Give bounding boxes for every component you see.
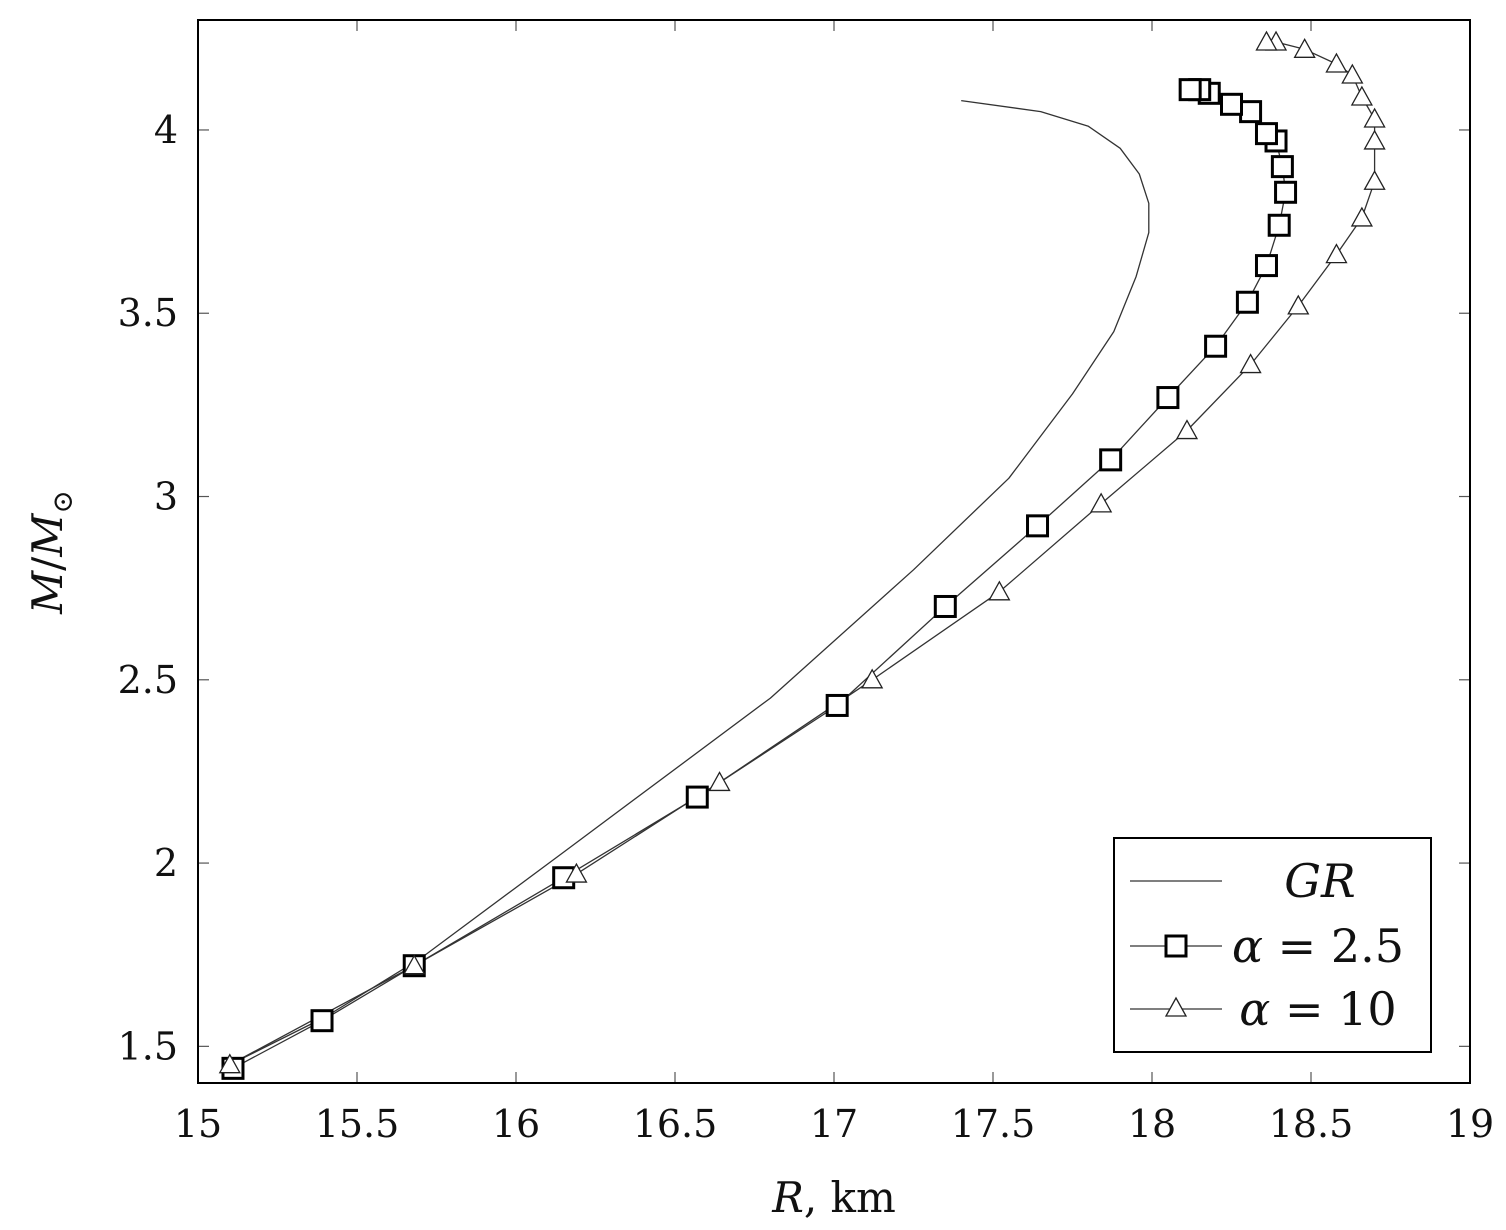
marker-triangle — [1175, 419, 1199, 440]
legend-label-alpha-2-5: α = 2.5 — [1232, 919, 1404, 973]
legend-label-alpha-10: α = 10 — [1239, 982, 1396, 1036]
marker-triangle — [1287, 294, 1310, 315]
y-tick-label: 2.5 — [118, 658, 178, 702]
marker-triangle — [988, 580, 1011, 601]
x-tick-label: 18 — [1128, 1102, 1176, 1146]
marker-square — [685, 785, 709, 809]
x-tick-label: 15.5 — [315, 1102, 400, 1146]
y-tick-label: 2 — [154, 841, 178, 885]
legend-marker-triangle — [1164, 996, 1188, 1017]
marker-triangle — [1350, 206, 1373, 227]
axis-ticks — [197, 20, 1471, 1083]
marker-triangle — [403, 954, 426, 975]
marker-triangle — [861, 668, 884, 689]
marker-square — [1239, 100, 1263, 124]
marker-triangle — [1239, 353, 1262, 374]
y-tick-label: 3.5 — [118, 291, 178, 335]
marker-square — [1220, 92, 1243, 116]
marker-square — [825, 693, 849, 717]
marker-triangle — [708, 771, 731, 792]
marker-square — [1254, 122, 1278, 146]
marker-square — [1270, 155, 1294, 179]
marker-triangle — [1350, 85, 1373, 106]
x-tick-label: 16 — [492, 1102, 540, 1146]
x-tick-label: 16.5 — [633, 1102, 718, 1146]
marker-triangle — [1090, 492, 1113, 513]
marker-triangle — [1293, 37, 1316, 58]
marker-triangle — [1325, 243, 1348, 264]
marker-triangle — [1255, 30, 1278, 51]
marker-square — [1156, 386, 1180, 410]
y-tick-labels: 1.5 2 2.5 3 3.5 4 — [118, 108, 178, 1068]
marker-square — [1254, 254, 1278, 278]
marker-square — [933, 594, 957, 618]
marker-square — [1099, 448, 1123, 472]
marker-square — [1178, 78, 1202, 102]
marker-triangle — [1363, 107, 1386, 128]
x-tick-label: 17 — [810, 1102, 858, 1146]
marker-square — [1267, 213, 1291, 237]
plot-frame — [197, 19, 1471, 1084]
x-tick-label: 19 — [1446, 1102, 1494, 1146]
y-tick-label: 1.5 — [118, 1024, 178, 1068]
y-tick-label: 4 — [154, 108, 178, 152]
marker-square — [1274, 180, 1298, 204]
legend-marker-square — [1164, 934, 1188, 958]
marker-square — [310, 1009, 334, 1033]
x-tick-label: 18.5 — [1269, 1102, 1354, 1146]
series-layer — [218, 30, 1386, 1080]
marker-triangle — [565, 862, 588, 883]
marker-square — [1204, 334, 1228, 358]
x-tick-labels: 15 15.5 16 16.5 17 17.5 18 18.5 19 — [174, 1102, 1494, 1146]
x-tick-label: 17.5 — [951, 1102, 1036, 1146]
series-line-0 — [229, 99, 1150, 1066]
marker-triangle — [1363, 129, 1386, 150]
marker-triangle — [218, 1053, 241, 1074]
y-tick-label: 3 — [154, 475, 178, 519]
marker-square — [1026, 514, 1050, 538]
marker-triangle — [1325, 52, 1348, 73]
y-axis-title: M/M⊙ — [23, 490, 79, 615]
marker-square — [1235, 290, 1259, 314]
marker-triangle — [1341, 63, 1364, 84]
x-axis-title: R, km — [771, 1173, 896, 1222]
x-tick-label: 15 — [174, 1102, 222, 1146]
marker-triangle — [1363, 169, 1386, 190]
legend-label-gr: GR — [1284, 854, 1355, 908]
legend: GR α = 2.5 α = 10 — [1113, 837, 1432, 1053]
